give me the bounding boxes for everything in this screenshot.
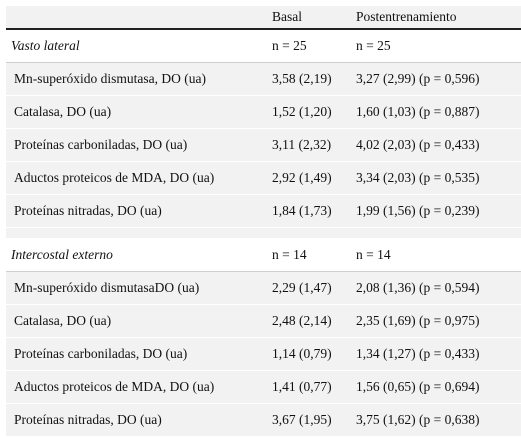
table-row: Mn-superóxido dismutasa, DO (ua) 3,58 (2… [6, 62, 521, 96]
section-row-intercostal-externo: Intercostal externo n = 14 n = 14 [6, 238, 521, 272]
row-label: Proteínas nitradas, DO (ua) [14, 203, 162, 218]
section-n-basal: n = 14 [267, 238, 351, 272]
data-table: Basal Postentrenamiento Vasto lateral n … [6, 6, 521, 437]
table-row: Aductos proteicos de MDA, DO (ua) 1,41 (… [6, 370, 521, 404]
table-row: Proteínas nitradas, DO (ua) 1,84 (1,73) … [6, 194, 521, 228]
row-basal: 1,52 (1,20) [272, 104, 332, 119]
row-basal: 3,11 (2,32) [272, 137, 332, 152]
row-label: Aductos proteicos de MDA, DO (ua) [14, 379, 215, 394]
row-post: 3,34 (2,03) (p = 0,535) [356, 170, 480, 185]
table-row: Catalasa, DO (ua) 1,52 (1,20) 1,60 (1,03… [6, 95, 521, 129]
section-n-post: n = 25 [351, 29, 521, 63]
row-basal: 2,48 (2,14) [272, 313, 332, 328]
row-basal: 1,14 (0,79) [272, 346, 332, 361]
header-row: Basal Postentrenamiento [6, 6, 521, 30]
row-label: Mn-superóxido dismutasaDO (ua) [14, 280, 200, 295]
row-basal: 2,92 (1,49) [272, 170, 332, 185]
row-basal: 2,29 (1,47) [272, 280, 332, 295]
row-basal: 1,41 (0,77) [272, 379, 332, 394]
row-label: Proteínas nitradas, DO (ua) [14, 412, 162, 427]
section-title: Vasto lateral [6, 29, 267, 63]
row-label: Mn-superóxido dismutasa, DO (ua) [14, 71, 206, 86]
section-n-basal: n = 25 [267, 29, 351, 63]
row-post: 3,27 (2,99) (p = 0,596) [356, 71, 480, 86]
row-basal: 3,67 (1,95) [272, 412, 332, 427]
section-n-post: n = 14 [351, 238, 521, 272]
section-title: Intercostal externo [6, 238, 267, 272]
row-post: 3,75 (1,62) (p = 0,638) [356, 412, 480, 427]
row-basal: 1,84 (1,73) [272, 203, 332, 218]
row-label: Proteínas carboniladas, DO (ua) [14, 137, 188, 152]
table-row: Proteínas carboniladas, DO (ua) 1,14 (0,… [6, 337, 521, 371]
table-row: Proteínas carboniladas, DO (ua) 3,11 (2,… [6, 128, 521, 162]
header-basal: Basal [267, 6, 351, 30]
row-label: Catalasa, DO (ua) [14, 104, 112, 119]
row-post: 1,56 (0,65) (p = 0,694) [356, 379, 480, 394]
table-row: Mn-superóxido dismutasaDO (ua) 2,29 (1,4… [6, 271, 521, 305]
section-row-vasto-lateral: Vasto lateral n = 25 n = 25 [6, 29, 521, 63]
row-post: 4,02 (2,03) (p = 0,433) [356, 137, 480, 152]
row-basal: 3,58 (2,19) [272, 71, 332, 86]
row-post: 1,34 (1,27) (p = 0,433) [356, 346, 480, 361]
header-empty [6, 6, 267, 30]
table-row: Catalasa, DO (ua) 2,48 (2,14) 2,35 (1,69… [6, 304, 521, 338]
row-post: 1,60 (1,03) (p = 0,887) [356, 104, 480, 119]
header-postentrenamiento: Postentrenamiento [351, 6, 521, 30]
row-label: Catalasa, DO (ua) [14, 313, 112, 328]
row-label: Aductos proteicos de MDA, DO (ua) [14, 170, 215, 185]
row-post: 1,99 (1,56) (p = 0,239) [356, 203, 480, 218]
spacer-row [6, 227, 521, 239]
table-row: Proteínas nitradas, DO (ua) 3,67 (1,95) … [6, 403, 521, 437]
table-row: Aductos proteicos de MDA, DO (ua) 2,92 (… [6, 161, 521, 195]
row-label: Proteínas carboniladas, DO (ua) [14, 346, 188, 361]
row-post: 2,08 (1,36) (p = 0,594) [356, 280, 480, 295]
row-post: 2,35 (1,69) (p = 0,975) [356, 313, 480, 328]
